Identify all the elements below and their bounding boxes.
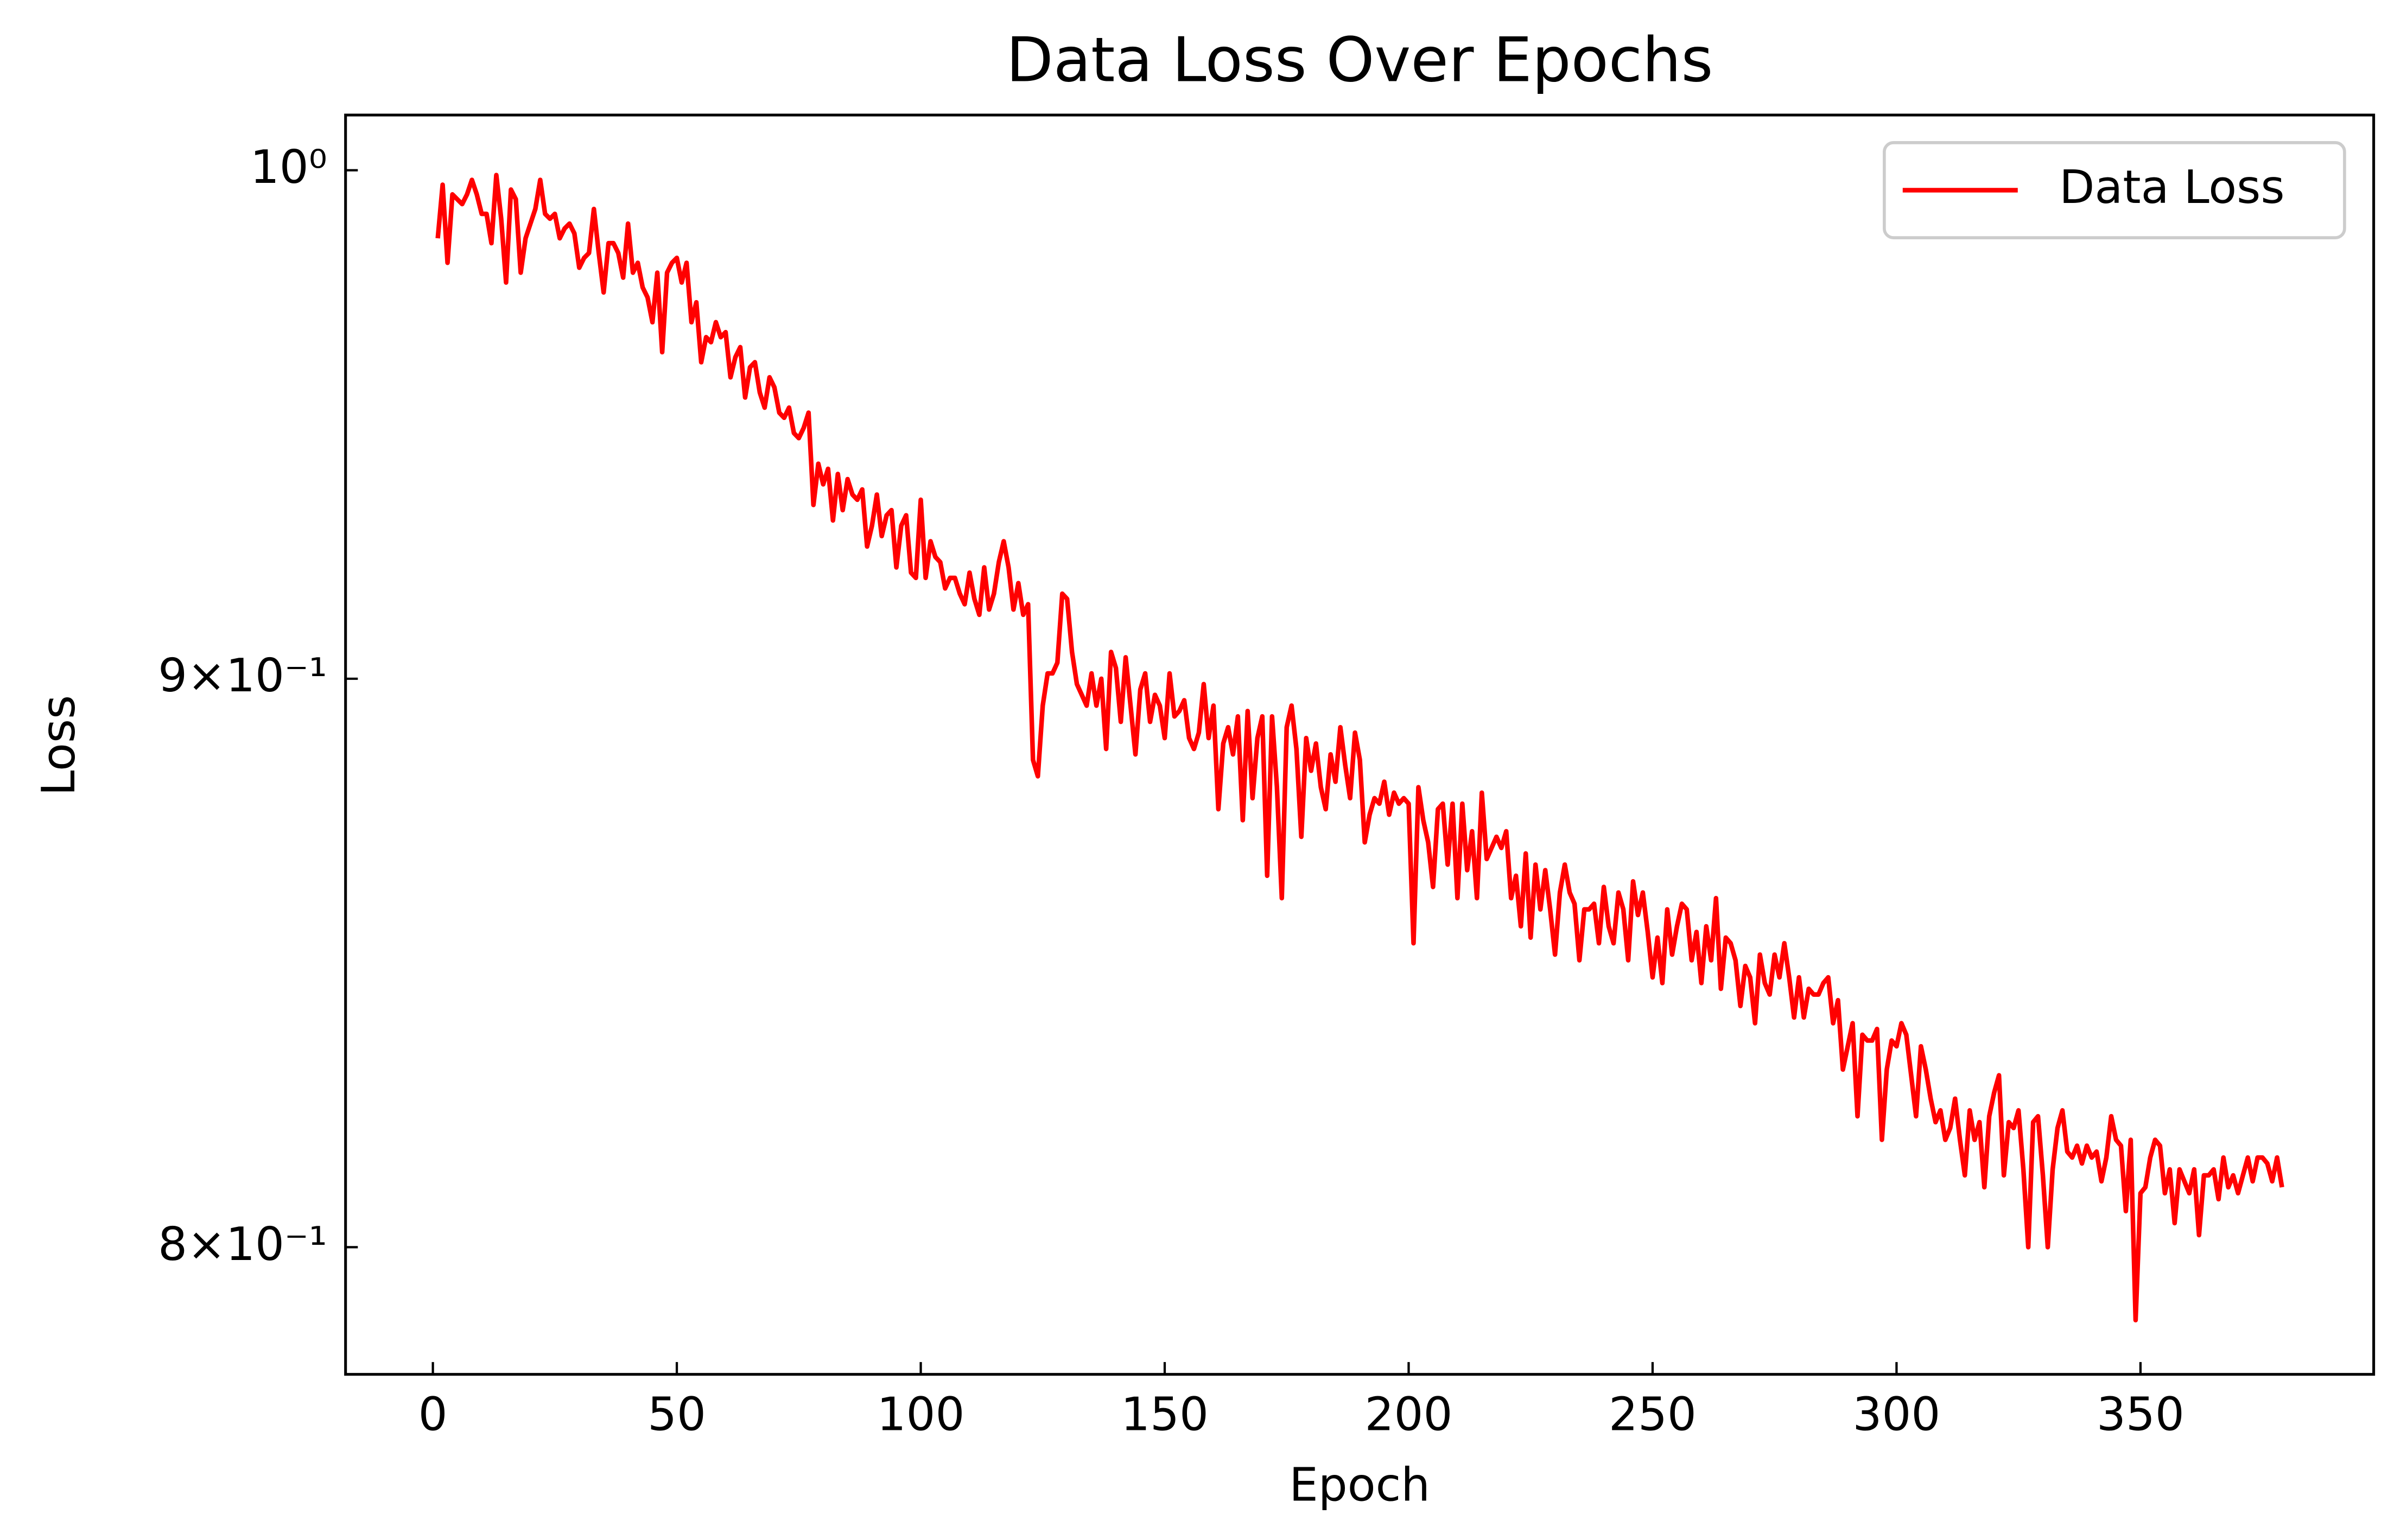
x-tick-label: 0 (418, 1387, 448, 1441)
y-tick-label: 8×10⁻¹ (158, 1217, 327, 1271)
plot-frame (344, 113, 2376, 1376)
data-line (435, 173, 2284, 1323)
y-tick-label: 9×10⁻¹ (158, 648, 327, 702)
y-axis-label: Loss (31, 695, 85, 796)
x-tick-label: 350 (2097, 1387, 2185, 1441)
legend-label: Data Loss (2059, 160, 2284, 214)
x-tick-label: 150 (1121, 1387, 1209, 1441)
legend-box (1883, 141, 2346, 239)
x-tick-label: 300 (1852, 1387, 1940, 1441)
chart-title: Data Loss Over Epochs (1006, 24, 1713, 96)
x-tick-label: 100 (877, 1387, 965, 1441)
x-tick-label: 200 (1365, 1387, 1453, 1441)
x-axis-label: Epoch (1289, 1458, 1430, 1511)
x-tick-label: 250 (1609, 1387, 1697, 1441)
x-tick-label: 50 (647, 1387, 706, 1441)
y-tick-label: 10⁰ (250, 140, 327, 194)
